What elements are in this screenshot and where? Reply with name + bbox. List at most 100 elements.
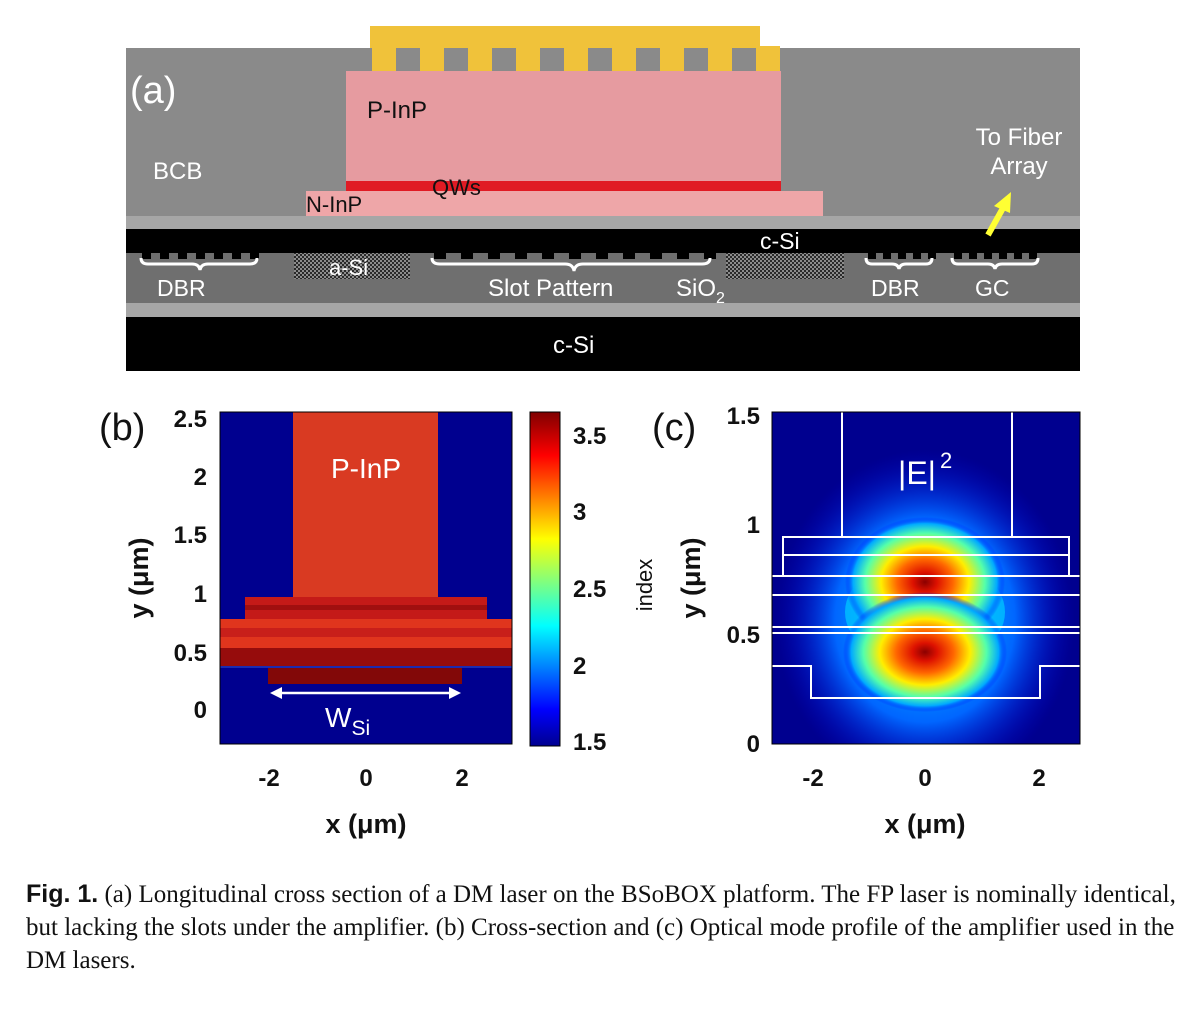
metal-finger bbox=[564, 46, 588, 71]
quantum-well-layer bbox=[346, 181, 781, 191]
metal-finger bbox=[420, 46, 444, 71]
grating-tooth bbox=[928, 252, 936, 259]
slot-pattern-brace bbox=[430, 257, 712, 272]
c-si-substrate-label: c-Si bbox=[553, 332, 594, 359]
grating-tooth bbox=[488, 252, 500, 259]
metal-finger bbox=[660, 46, 684, 71]
panel-a-cross-section: (a) BCB P-InP QWs N-InP To Fiber Array c… bbox=[126, 26, 1080, 371]
grating-tooth bbox=[569, 252, 581, 259]
mqw-core bbox=[220, 628, 512, 637]
w-si-label: WSi bbox=[325, 702, 370, 740]
structure-outline bbox=[772, 412, 1080, 699]
grating-tooth bbox=[898, 252, 906, 259]
grating-tooth bbox=[883, 252, 891, 259]
y-tick-b: 0 bbox=[194, 697, 207, 724]
figure-caption: Fig. 1. (a) Longitudinal cross section o… bbox=[26, 878, 1176, 977]
x-axis-label-c: x (μm) bbox=[884, 809, 965, 839]
dbr-right-brace bbox=[864, 257, 934, 270]
metal-finger bbox=[468, 46, 492, 71]
grating-tooth bbox=[160, 252, 169, 259]
grating-tooth bbox=[250, 252, 259, 259]
dbr-left-brace bbox=[139, 257, 259, 271]
braces bbox=[139, 257, 1040, 272]
p-inp-region-label: P-InP bbox=[331, 453, 401, 484]
panel-c-mode-profile: (c) |E| 2 -2 0 2 0 0.5 1 1.5 x (μm) y (μm… bbox=[652, 403, 1081, 839]
gc-label: GC bbox=[975, 275, 1010, 301]
y-tick-labels-c: 0 0.5 1 1.5 bbox=[727, 403, 760, 758]
grating-tooth bbox=[677, 252, 689, 259]
grating-tooth bbox=[178, 252, 187, 259]
grating-tooth bbox=[434, 252, 446, 259]
y-tick-c: 0 bbox=[747, 731, 760, 758]
metal-finger bbox=[516, 46, 540, 71]
sio2-label: SiO2 bbox=[676, 275, 725, 307]
y-tick-c: 0.5 bbox=[727, 622, 760, 649]
plot-b-frame bbox=[219, 411, 513, 745]
dbr-left-label: DBR bbox=[157, 275, 206, 301]
figure-1: (a) BCB P-InP QWs N-InP To Fiber Array c… bbox=[99, 26, 1081, 839]
y-tick-b: 2.5 bbox=[174, 406, 207, 433]
grating-tooth bbox=[542, 252, 554, 259]
field-intensity-label: |E| 2 bbox=[898, 448, 952, 491]
a-si-region-right bbox=[726, 253, 844, 279]
panel-a-tag: (a) bbox=[130, 70, 176, 112]
p-inp-region bbox=[293, 412, 438, 597]
silicon-waveguide bbox=[268, 667, 462, 684]
x-tick-labels-c: -2 0 2 bbox=[802, 765, 1045, 792]
to-fiber-arrow bbox=[985, 192, 1011, 237]
y-tick-b: 2 bbox=[194, 464, 207, 491]
colorbar-tick: 3.5 bbox=[573, 423, 606, 450]
grating-tooth bbox=[984, 252, 992, 259]
grating-tooth bbox=[461, 252, 473, 259]
p-inp-layer bbox=[346, 71, 781, 181]
colorbar-tick: 3 bbox=[573, 499, 586, 526]
metal-finger bbox=[612, 46, 636, 71]
x-tick-c: -2 bbox=[802, 765, 823, 792]
grating-tooth bbox=[596, 252, 608, 259]
to-fiber-label: To Fiber bbox=[976, 124, 1063, 151]
y-axis-label-c: y (μm) bbox=[676, 537, 706, 618]
grating-tooth bbox=[913, 252, 921, 259]
y-axis-label-b: y (μm) bbox=[124, 537, 154, 618]
grating-tooth bbox=[969, 252, 977, 259]
dbr-right-label: DBR bbox=[871, 275, 920, 301]
grating-tooth bbox=[623, 252, 635, 259]
grating-tooth bbox=[142, 252, 151, 259]
w-si-arrow bbox=[270, 687, 461, 699]
colorbar-tick-labels: 1.5 2 2.5 3 3.5 bbox=[573, 423, 606, 756]
y-tick-b: 0.5 bbox=[174, 640, 207, 667]
metal-finger bbox=[372, 46, 396, 71]
silicon-device-layer bbox=[126, 229, 1080, 253]
metal-bar bbox=[370, 26, 760, 48]
metal-finger bbox=[708, 46, 732, 71]
lower-mode-lobe bbox=[843, 592, 1007, 712]
grating-tooth bbox=[515, 252, 527, 259]
x-tick-b: 2 bbox=[455, 765, 468, 792]
slot-pattern-label: Slot Pattern bbox=[488, 275, 613, 302]
p-inp-label: P-InP bbox=[367, 97, 427, 124]
grating-tooth bbox=[214, 252, 223, 259]
grating-tooth bbox=[1029, 252, 1037, 259]
x-tick-c: 2 bbox=[1032, 765, 1045, 792]
y-tick-c: 1 bbox=[747, 512, 760, 539]
colorbar-tick: 1.5 bbox=[573, 729, 606, 756]
c-si-top-label: c-Si bbox=[760, 228, 800, 254]
buried-oxide-layer bbox=[126, 253, 1080, 303]
metal-contact bbox=[370, 26, 780, 71]
grating-tooth bbox=[650, 252, 662, 259]
grating-tooth bbox=[196, 252, 205, 259]
qws-label: QWs bbox=[432, 175, 481, 200]
y-tick-labels-b: 0 0.5 1 1.5 2 2.5 bbox=[174, 406, 207, 724]
bcb-label: BCB bbox=[153, 158, 202, 185]
grating-tooth bbox=[704, 252, 716, 259]
n-inp-layer bbox=[306, 191, 823, 216]
plot-c-frame bbox=[771, 411, 1081, 745]
thin-oxide-layer bbox=[126, 216, 1080, 229]
grating-teeth bbox=[142, 252, 1037, 259]
silicon-substrate bbox=[126, 317, 1080, 371]
x-tick-labels-b: -2 0 2 bbox=[258, 765, 468, 792]
panel-b-tag: (b) bbox=[99, 407, 145, 449]
colorbar-label: index bbox=[632, 559, 657, 612]
panel-c-tag: (c) bbox=[652, 407, 696, 449]
n-inp-label: N-InP bbox=[306, 192, 362, 217]
